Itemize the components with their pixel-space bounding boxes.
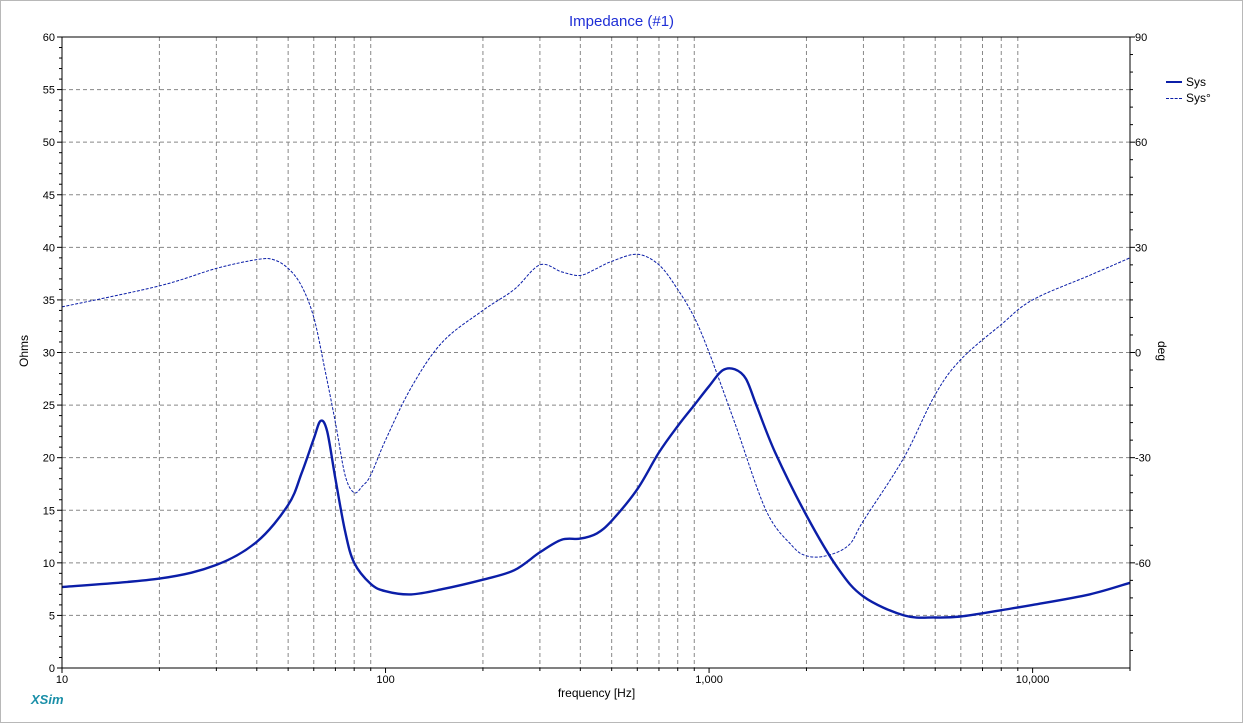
plot-border [61, 36, 1131, 669]
x-tick-label: 100 [376, 674, 394, 686]
y-axis-label: Ohms [17, 334, 32, 368]
x-tick-label: 10 [56, 674, 68, 686]
y-tick-label: 60 [43, 32, 55, 44]
y-tick-label: 45 [43, 190, 55, 202]
y2-tick-label: 0 [1135, 348, 1141, 360]
y2-tick-label: -30 [1135, 453, 1151, 465]
legend-label: Sys [1186, 75, 1207, 89]
legend: Sys Sys° [1166, 74, 1211, 106]
legend-item-sys[interactable]: Sys [1166, 74, 1211, 90]
y-tick-label: 10 [43, 558, 55, 570]
y-tick-label: 20 [43, 453, 55, 465]
x-tick-label: 10,000 [1016, 674, 1050, 686]
legend-item-sys-phase[interactable]: Sys° [1166, 90, 1211, 106]
y-tick-label: 15 [43, 505, 55, 517]
x-axis-label: frequency [Hz] [557, 686, 636, 700]
y-tick-label: 0 [49, 663, 55, 675]
y-tick-label: 30 [43, 348, 55, 360]
y-tick-label: 40 [43, 242, 55, 254]
y2-tick-label: 60 [1135, 137, 1147, 149]
xsim-logo: XSim [31, 692, 64, 707]
series-line-sys-phase [61, 253, 1131, 558]
y-tick-label: 25 [43, 400, 55, 412]
y2-tick-label: -60 [1135, 558, 1151, 570]
y2-tick-label: 90 [1135, 32, 1147, 44]
y-tick-label: 55 [43, 85, 55, 97]
legend-label: Sys° [1186, 91, 1211, 105]
y-tick-label: 35 [43, 295, 55, 307]
legend-swatch-solid [1166, 81, 1182, 83]
series-line-sys [61, 367, 1131, 619]
y-tick-label: 50 [43, 137, 55, 149]
chart-title: Impedance (#1) [568, 13, 675, 30]
y2-axis-label: deg [1155, 340, 1170, 362]
x-tick-label: 1,000 [695, 674, 723, 686]
y2-tick-label: 30 [1135, 242, 1147, 254]
y-tick-label: 5 [49, 610, 55, 622]
legend-swatch-dashed [1166, 97, 1182, 99]
